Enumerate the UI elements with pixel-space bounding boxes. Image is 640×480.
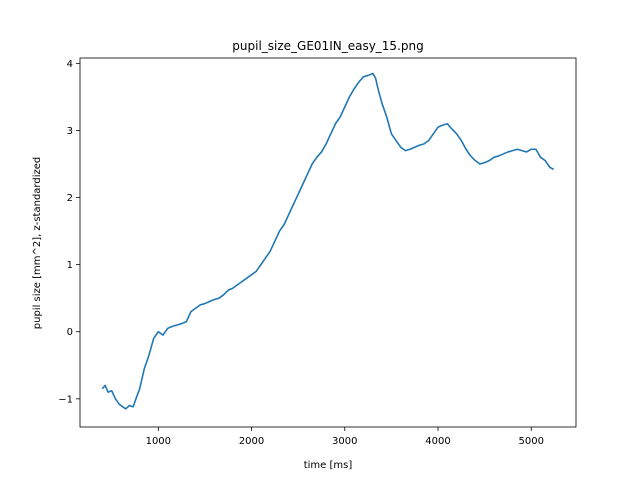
y-tick-label: 1 bbox=[67, 260, 73, 271]
y-tick-label: −1 bbox=[58, 394, 73, 405]
x-tick-label: 1000 bbox=[146, 436, 171, 447]
y-tick-label: 3 bbox=[67, 126, 73, 137]
x-axis-label: time [ms] bbox=[304, 460, 353, 471]
chart-title: pupil_size_GE01IN_easy_15.png bbox=[232, 39, 423, 53]
y-axis-label: pupil size [mm^2], z-standardized bbox=[32, 157, 43, 329]
x-tick-label: 3000 bbox=[332, 436, 357, 447]
y-tick-label: 4 bbox=[67, 59, 73, 70]
x-tick-label: 2000 bbox=[239, 436, 264, 447]
y-tick-label: 0 bbox=[67, 327, 73, 338]
x-axis-ticks: 1000 2000 3000 4000 5000 bbox=[146, 427, 544, 447]
x-tick-label: 5000 bbox=[519, 436, 544, 447]
plot-area bbox=[80, 58, 576, 427]
y-tick-label: 2 bbox=[67, 193, 73, 204]
x-tick-label: 4000 bbox=[425, 436, 450, 447]
y-axis-ticks: −1 0 1 2 3 4 bbox=[58, 59, 80, 405]
